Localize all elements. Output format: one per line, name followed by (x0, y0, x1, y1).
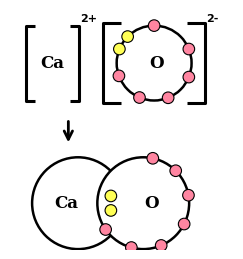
Circle shape (147, 153, 159, 164)
Circle shape (134, 92, 145, 103)
Circle shape (183, 43, 195, 55)
Circle shape (105, 205, 117, 216)
Text: Ca: Ca (41, 55, 65, 71)
Text: Ca: Ca (54, 195, 78, 212)
Circle shape (97, 157, 189, 249)
Circle shape (178, 218, 190, 230)
Text: 2+: 2+ (80, 15, 97, 24)
Circle shape (148, 20, 160, 31)
Circle shape (100, 224, 112, 235)
Circle shape (155, 240, 167, 251)
Text: O: O (144, 195, 159, 212)
Circle shape (122, 31, 133, 42)
Circle shape (183, 189, 194, 201)
Circle shape (183, 71, 195, 83)
Text: O: O (149, 55, 164, 71)
Circle shape (105, 190, 117, 202)
Circle shape (32, 157, 124, 249)
Circle shape (162, 92, 174, 104)
Circle shape (170, 165, 182, 177)
Circle shape (113, 70, 125, 82)
Text: 2-: 2- (206, 15, 218, 24)
Circle shape (113, 43, 125, 55)
Circle shape (126, 242, 137, 253)
